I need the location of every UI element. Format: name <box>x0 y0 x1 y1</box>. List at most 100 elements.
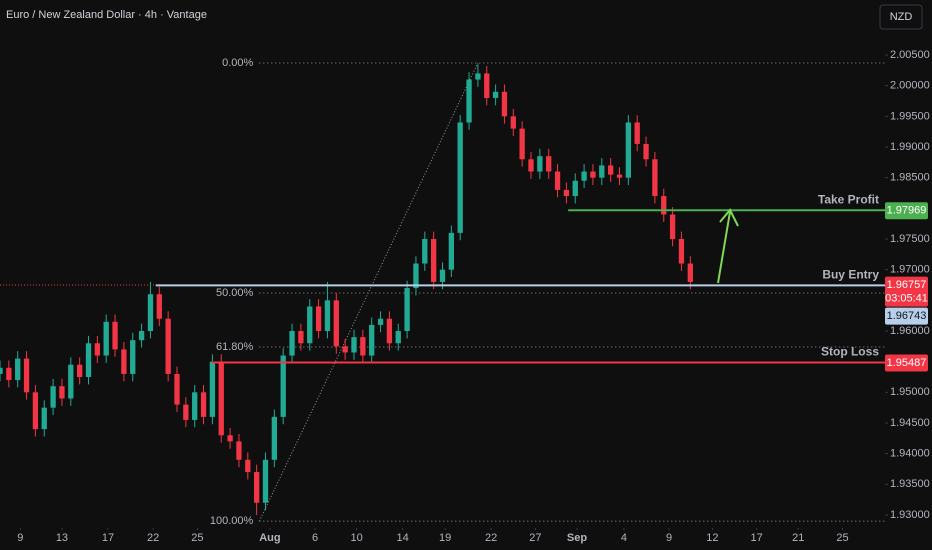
x-tick-label: Sep <box>567 532 587 544</box>
y-tick-label: 1.94500 <box>890 417 930 429</box>
candle-body <box>652 159 658 197</box>
price-box-label: 1.96743 <box>887 310 927 322</box>
x-tick-label: 21 <box>792 532 804 544</box>
candle-body <box>165 318 171 374</box>
candle-body <box>369 324 375 356</box>
candle-body <box>377 318 384 325</box>
countdown: 03:05:41 <box>885 292 928 304</box>
price-box <box>885 307 928 325</box>
candle-body <box>32 392 39 430</box>
candle-body <box>448 232 455 270</box>
candle-body <box>457 122 463 233</box>
candle-body <box>528 159 534 172</box>
candle-body <box>678 239 685 264</box>
candle-body <box>138 331 145 341</box>
candle-body <box>76 364 83 378</box>
candle-body <box>351 337 357 353</box>
y-tick-label: 1.94000 <box>890 448 930 460</box>
candle-body <box>174 373 180 405</box>
candle-body <box>218 361 224 436</box>
fib-label: 100.00% <box>210 515 254 527</box>
candle-body <box>554 171 561 190</box>
x-tick-label: 9 <box>17 532 23 544</box>
fib-label: 50.00% <box>216 287 254 299</box>
x-tick-label: 25 <box>836 532 848 544</box>
candle-body <box>0 367 3 374</box>
candle-body <box>404 288 410 332</box>
candle-body <box>360 337 366 356</box>
price-box <box>885 354 928 372</box>
x-tick-label: 22 <box>147 532 159 544</box>
candle-body <box>253 472 260 503</box>
candle-body <box>192 392 198 420</box>
candle-body <box>156 294 162 319</box>
y-tick-label: 1.99000 <box>890 141 930 153</box>
y-tick-label: 2.00500 <box>890 49 930 61</box>
candle-body <box>271 416 278 460</box>
candle-body <box>342 346 348 353</box>
candle-body <box>59 386 65 399</box>
price-box-label: 1.97969 <box>887 205 927 217</box>
x-tick-label: 25 <box>191 532 203 544</box>
candle-body <box>422 239 428 264</box>
candle-body <box>625 122 632 178</box>
candle-body <box>50 386 56 408</box>
candle-body <box>227 435 233 442</box>
candle-body <box>607 165 614 175</box>
candle-body <box>307 306 313 344</box>
candle-body <box>590 171 596 178</box>
candle-body <box>484 73 490 98</box>
y-tick-label: 1.99500 <box>890 110 930 122</box>
price-box-label: 1.96757 <box>887 279 927 291</box>
candle-body <box>661 196 667 215</box>
candle-body <box>94 343 101 356</box>
x-tick-label: 9 <box>666 532 672 544</box>
price-box <box>885 276 928 307</box>
candle-body <box>413 263 419 289</box>
candle-body <box>510 116 516 129</box>
candle-body <box>245 459 251 473</box>
y-tick-label: 1.96000 <box>890 325 930 337</box>
candle-body <box>15 358 21 381</box>
candle-body <box>112 321 118 350</box>
candle-body <box>563 189 570 197</box>
candle-body <box>324 300 331 332</box>
candle-body <box>475 73 481 80</box>
candle-body <box>121 349 127 374</box>
candle-body <box>634 122 640 144</box>
candle-body <box>581 171 587 181</box>
candle-body <box>130 340 136 374</box>
x-tick-label: 13 <box>56 532 68 544</box>
candle-body <box>41 407 47 430</box>
y-tick-label: 1.97500 <box>890 233 930 245</box>
candle-body <box>599 165 605 178</box>
candle-body <box>616 174 623 178</box>
level-label: Take Profit <box>818 192 879 206</box>
fib-trend <box>258 62 479 522</box>
price-box-label: 1.95487 <box>887 357 927 369</box>
candle-body <box>236 441 242 460</box>
currency-button-frame[interactable] <box>879 4 923 30</box>
level-label: Stop Loss <box>821 345 879 359</box>
y-tick-label: 1.98500 <box>890 172 930 184</box>
candle-body <box>643 143 649 160</box>
candle-body <box>298 331 304 344</box>
currency-button[interactable]: NZD <box>890 11 913 23</box>
candle-body <box>6 367 12 381</box>
candle-body <box>687 263 693 282</box>
candle-body <box>183 404 189 420</box>
candle-body <box>669 214 676 240</box>
candle-body <box>501 91 508 117</box>
x-tick-label: 4 <box>621 532 627 544</box>
candle-body <box>68 364 74 399</box>
candle-body <box>546 156 552 172</box>
candle-body <box>315 306 322 332</box>
candle-body <box>209 361 216 417</box>
x-tick-label: 12 <box>706 532 718 544</box>
candle-body <box>85 343 92 378</box>
candle-body <box>492 91 499 98</box>
x-tick-label: 6 <box>312 532 318 544</box>
candle-body <box>103 321 109 356</box>
